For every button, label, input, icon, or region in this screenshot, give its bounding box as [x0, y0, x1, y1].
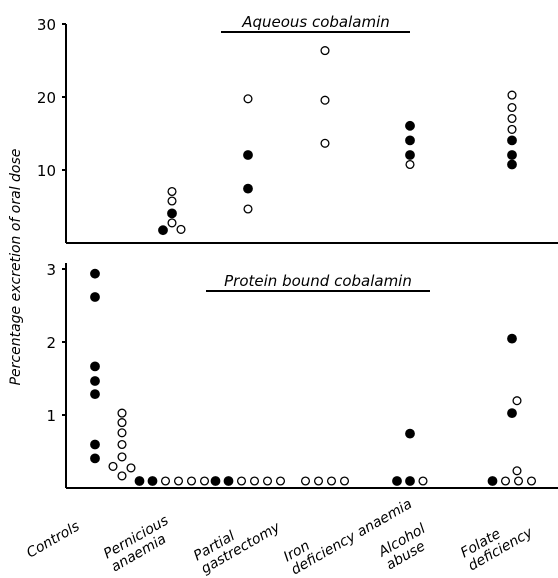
protein-bound-point-controls-open — [117, 452, 127, 462]
protein-bound-point-folate-deficiency-open — [500, 476, 511, 486]
category-labels: Controls Perniciousanaemia Partialgastrect… — [24, 496, 536, 578]
protein-bound-point-alcohol-abuse-filled — [405, 476, 415, 486]
protein-bound-point-folate-deficiency-filled — [507, 408, 517, 419]
aqueous-y-ticks: 10 20 30 — [37, 16, 66, 180]
aqueous-point-pernicious-anaemia-open — [167, 196, 177, 206]
protein-bound-point-pernicious-anaemia-open — [199, 476, 210, 486]
category-label-partial-gastrectomy: Partialgastrectomy — [191, 506, 284, 577]
protein-bound-point-pernicious-anaemia-filled — [147, 476, 158, 486]
protein-bound-point-pernicious-anaemia-open — [186, 476, 197, 486]
protein-bound-point-alcohol-abuse-filled — [392, 476, 402, 486]
protein-bound-point-controls-filled — [90, 292, 100, 302]
category-label-folate-deficiency: Folatedeficiency — [458, 511, 536, 574]
aqueous-point-iron-deficiency-anaemia-open — [320, 95, 330, 105]
protein-bound-point-controls-open — [117, 408, 127, 418]
protein-bound-point-iron-deficiency-anaemia-open — [300, 476, 311, 486]
aqueous-point-partial-gastrectomy-filled — [243, 150, 253, 160]
aqueous-point-alcohol-abuse-filled — [405, 135, 415, 146]
aqueous-panel-title: Aqueous cobalamin — [241, 13, 390, 31]
aqueous-point-folate-deficiency-open — [507, 113, 517, 124]
protein-bound-point-partial-gastrectomy-open — [275, 476, 286, 486]
protein-bound-points — [90, 268, 537, 486]
protein-bound-point-controls-open — [117, 418, 127, 428]
aqueous-point-pernicious-anaemia-open — [167, 186, 177, 197]
protein-bound-point-controls-filled — [90, 439, 100, 450]
protein-bound-point-controls-filled — [90, 376, 100, 386]
protein-bound-point-folate-deficiency-filled — [487, 476, 498, 486]
aqueous-point-pernicious-anaemia-filled — [158, 225, 168, 236]
protein-bound-point-controls-filled — [90, 268, 100, 279]
aqueous-point-folate-deficiency-filled — [507, 150, 517, 160]
protein-bound-point-iron-deficiency-anaemia-open — [326, 476, 337, 486]
aqueous-point-iron-deficiency-anaemia-open — [320, 46, 330, 56]
aqueous-point-partial-gastrectomy-open — [243, 94, 253, 104]
protein-bound-point-controls-open — [108, 461, 118, 471]
aqueous-point-folate-deficiency-open — [507, 124, 517, 134]
protein-bound-point-iron-deficiency-anaemia-open — [313, 476, 324, 486]
protein-bound-point-partial-gastrectomy-open — [249, 476, 260, 486]
protein-bound-point-folate-deficiency-open — [513, 476, 524, 486]
protein-bound-point-controls-filled — [90, 389, 100, 400]
protein-bound-point-pernicious-anaemia-open — [173, 476, 184, 486]
aqueous-point-folate-deficiency-filled — [507, 135, 517, 146]
aqueous-point-pernicious-anaemia-filled — [167, 208, 177, 219]
aqueous-point-partial-gastrectomy-open — [243, 204, 253, 214]
aqueous-point-folate-deficiency-filled — [507, 159, 517, 170]
aqueous-point-iron-deficiency-anaemia-open — [320, 138, 330, 148]
protein-bound-point-alcohol-abuse-filled — [405, 428, 415, 439]
protein-bound-panel-title: Protein bound cobalamin — [224, 272, 412, 290]
protein-bound-point-folate-deficiency-filled — [507, 333, 517, 344]
protein-bound-point-controls-open — [117, 471, 127, 481]
aqueous-panel: Aqueous cobalamin 10 20 30 — [37, 13, 558, 244]
aqueous-point-alcohol-abuse-open — [405, 159, 415, 170]
protein-bound-point-folate-deficiency-open — [512, 396, 522, 406]
protein-bound-point-pernicious-anaemia-open — [160, 476, 171, 486]
protein-bound-point-iron-deficiency-anaemia-open — [339, 476, 350, 486]
protein-bound-y-ticks: 1 2 3 — [46, 261, 66, 425]
aqueous-y-tick-label: 10 — [37, 162, 56, 180]
aqueous-y-tick-label: 30 — [37, 16, 56, 34]
protein-bound-point-partial-gastrectomy-filled — [210, 476, 221, 486]
aqueous-points — [158, 46, 517, 236]
aqueous-point-folate-deficiency-open — [507, 90, 517, 100]
protein-bound-point-controls-filled — [90, 361, 100, 372]
protein-bound-point-folate-deficiency-open — [526, 476, 537, 486]
category-label-pernicious-anaemia: Perniciousanaemia — [101, 513, 179, 576]
aqueous-point-folate-deficiency-open — [507, 102, 517, 113]
protein-bound-y-tick-label: 1 — [46, 407, 56, 425]
aqueous-point-pernicious-anaemia-open — [176, 224, 186, 234]
category-label-controls: Controls — [24, 518, 82, 561]
category-label-alcohol-abuse: Alcoholabuse — [375, 521, 436, 574]
y-axis-label: Percentage excretion of oral dose — [8, 149, 24, 386]
protein-bound-point-partial-gastrectomy-open — [262, 476, 273, 486]
protein-bound-point-controls-open — [117, 428, 127, 438]
aqueous-point-alcohol-abuse-filled — [405, 120, 415, 131]
protein-bound-point-partial-gastrectomy-filled — [223, 476, 234, 486]
protein-bound-point-partial-gastrectomy-open — [236, 476, 247, 486]
protein-bound-point-folate-deficiency-open — [512, 466, 522, 476]
aqueous-point-partial-gastrectomy-filled — [243, 183, 253, 194]
protein-bound-panel: Protein bound cobalamin 1 2 3 — [46, 261, 558, 489]
protein-bound-point-controls-open — [126, 463, 136, 473]
aqueous-y-tick-label: 20 — [37, 89, 56, 107]
aqueous-point-pernicious-anaemia-open — [167, 218, 177, 228]
protein-bound-point-alcohol-abuse-open — [418, 476, 428, 486]
protein-bound-y-tick-label: 2 — [46, 334, 56, 352]
protein-bound-point-controls-open — [117, 439, 127, 450]
protein-bound-point-controls-filled — [90, 453, 100, 464]
aqueous-point-alcohol-abuse-filled — [405, 150, 415, 160]
protein-bound-point-pernicious-anaemia-filled — [134, 476, 145, 486]
protein-bound-y-tick-label: 3 — [46, 261, 56, 279]
